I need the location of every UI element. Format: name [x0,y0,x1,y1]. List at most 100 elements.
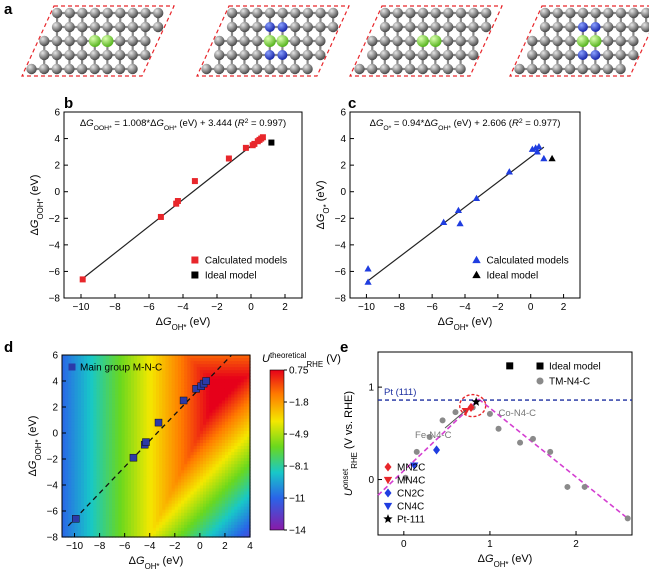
atom [577,7,589,19]
atom [564,63,576,75]
atom [302,63,313,75]
atom [39,35,50,47]
atom [417,49,428,61]
atom [226,21,238,33]
atom [565,35,576,47]
structure-1 [21,5,175,77]
atom [102,7,113,19]
atom [392,63,403,75]
panel-e-annotation-arrow [444,409,467,429]
panel-d-point [72,515,80,523]
panel-d-ytick-label: 4 [52,377,58,388]
atom [430,49,441,61]
panel-e-xlabel: ΔGOH* (eV) [478,553,533,569]
panel-label-c: c [348,95,356,112]
atom [602,63,614,75]
atom [263,35,276,47]
atom [404,63,416,75]
atom [315,7,326,19]
panel-e-annotation-co: Co-N4-C [499,408,537,419]
panel-e-point [486,410,493,417]
atom [214,49,225,61]
panel-d-ytick-label: −6 [47,507,59,518]
panel-e-point [547,448,554,455]
panel-b-ytick-label: −8 [49,294,61,305]
atom [442,21,454,33]
panel-e-point [413,448,420,455]
atom [264,22,275,32]
atom [289,49,301,61]
panel-b-point [191,178,198,185]
atom [315,49,326,61]
atom [628,7,639,19]
cell-outline [21,5,175,77]
atom [615,7,627,19]
atom [455,7,467,19]
panel-e-point [439,417,446,424]
atom [615,35,626,47]
panel-e-point [409,462,419,470]
panel-d-colorbar-title: UtheoreticalRHE (V) [262,351,341,369]
atom [576,35,589,47]
atom [239,21,250,33]
panel-e-xtick-label: 0 [401,539,407,550]
atom [417,7,429,19]
panel-e-legend-marker [536,377,544,385]
panel-e-ylabel: UonsetRHE (V vs. RHE) [341,391,359,496]
panel-e-plot-frame [377,351,633,536]
atom [289,21,301,33]
atom [127,7,139,19]
structure-4 [509,5,649,77]
panel-e-reference-label: Pt (111) [384,387,416,398]
atom [89,49,100,61]
panel-c-point [505,168,513,175]
panel-c-xtick-label: −8 [394,302,406,313]
panel-e-ytick-label: 1 [368,383,374,394]
panel-label-a: a [4,1,13,18]
atom [468,21,479,33]
panel-e-legend-label: CN4C [397,502,424,513]
atom [455,49,466,61]
atom [640,21,649,33]
panel-d-xtick-label: 0 [197,541,203,552]
atom [577,50,588,60]
panel-e-legend-marker [536,362,544,370]
panel-d-legend-marker [68,363,76,371]
atom [526,63,538,75]
atom [39,49,50,61]
atom [392,35,403,47]
atom [239,63,250,75]
atom [443,7,454,19]
panel-b-xtick-label: −8 [109,302,121,313]
atom [140,35,151,47]
panel-b-point [251,140,258,147]
cell-outline [196,5,350,77]
atom [564,49,576,61]
panel-e-legend-label: TM-N4-C [549,377,590,388]
panel-b-equation: ΔGOOH* = 1.008*ΔGOH* (eV) + 3.444 (R2 = … [80,118,286,132]
panel-d-ytick-label: 0 [52,429,58,440]
panel-e-point [564,483,571,490]
panel-label-d: d [4,339,13,356]
atom [405,21,416,33]
atom [527,49,538,61]
atom [430,21,441,33]
panel-b-ytick-label: 4 [54,134,60,145]
atom [442,63,454,75]
panel-b-xtick-label: −10 [73,302,90,313]
panel-c-ytick-label: 0 [340,187,346,198]
panel-c-xlabel: ΔGOH* (eV) [438,316,493,332]
panel-d-colorbar [269,369,285,531]
atom [442,49,454,61]
panel-b-ytick-label: −2 [49,214,61,225]
atom [51,7,63,19]
panel-e-point [624,515,631,522]
panel-b-point [268,139,275,146]
panel-e-legend-label: MN4C [397,476,425,487]
panel-b-xtick-label: −4 [177,302,189,313]
atom [392,49,403,61]
atom [213,63,225,75]
atom [289,35,301,47]
atom [251,49,263,61]
atom [239,49,250,61]
